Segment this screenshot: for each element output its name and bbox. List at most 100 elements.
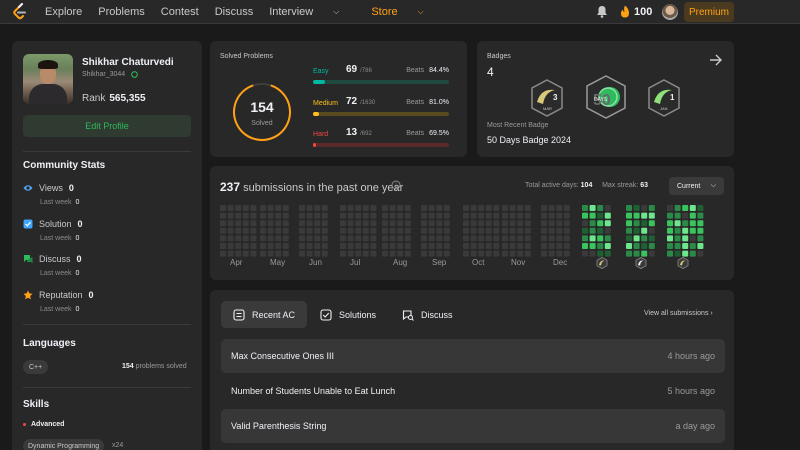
heatmap-cell[interactable]	[235, 227, 242, 234]
heatmap-cell[interactable]	[556, 243, 563, 249]
heatmap-cell[interactable]	[541, 227, 547, 234]
heatmap-cell[interactable]	[299, 250, 305, 257]
heatmap-cell[interactable]	[548, 220, 555, 227]
heatmap-cell[interactable]	[582, 227, 588, 234]
heatmap-cell[interactable]	[493, 227, 500, 234]
heatmap-cell[interactable]	[556, 227, 563, 234]
nav-explore[interactable]: Explore	[45, 6, 83, 18]
heatmap-cell[interactable]	[314, 227, 321, 234]
info-icon[interactable]	[391, 180, 401, 190]
heatmap-cell[interactable]	[517, 220, 524, 227]
heatmap-cell[interactable]	[589, 205, 596, 211]
heatmap-cell[interactable]	[220, 227, 226, 234]
heatmap-cell[interactable]	[227, 205, 234, 211]
heatmap-cell[interactable]	[250, 220, 257, 227]
heatmap-cell[interactable]	[282, 205, 289, 211]
heatmap-cell[interactable]	[604, 235, 611, 242]
heatmap-cell[interactable]	[493, 212, 500, 219]
heatmap-cell[interactable]	[682, 227, 689, 234]
heatmap-cell[interactable]	[485, 243, 492, 249]
heatmap-cell[interactable]	[682, 220, 689, 227]
heatmap-cell[interactable]	[436, 250, 443, 257]
heatmap-cell[interactable]	[485, 227, 492, 234]
heatmap-cell[interactable]	[478, 212, 485, 219]
heatmap-cell[interactable]	[517, 205, 524, 211]
heatmap-cell[interactable]	[582, 235, 588, 242]
heatmap-cell[interactable]	[626, 227, 632, 234]
heatmap-cell[interactable]	[362, 243, 369, 249]
heatmap-cell[interactable]	[626, 205, 632, 211]
heatmap-cell[interactable]	[242, 227, 249, 234]
heatmap-cell[interactable]	[382, 227, 388, 234]
heatmap-cell[interactable]	[582, 250, 588, 257]
heatmap-cell[interactable]	[682, 212, 689, 219]
heatmap-cell[interactable]	[524, 227, 531, 234]
heatmap-cell[interactable]	[299, 227, 305, 234]
heatmap-cell[interactable]	[548, 212, 555, 219]
tab-recent-ac[interactable]: Recent AC	[221, 301, 308, 328]
nav-store[interactable]: Store ⌵	[371, 6, 439, 18]
heatmap-cell[interactable]	[633, 243, 640, 249]
heatmap-cell[interactable]	[260, 243, 266, 249]
heatmap-cell[interactable]	[227, 235, 234, 242]
heatmap-cell[interactable]	[509, 243, 516, 249]
heatmap-cell[interactable]	[502, 227, 508, 234]
heatmap-cell[interactable]	[382, 212, 388, 219]
heatmap-cell[interactable]	[306, 220, 313, 227]
heatmap-cell[interactable]	[633, 227, 640, 234]
heatmap-cell[interactable]	[633, 235, 640, 242]
heatmap-cell[interactable]	[493, 205, 500, 211]
heatmap-cell[interactable]	[370, 243, 377, 249]
heatmap-cell[interactable]	[389, 250, 396, 257]
jan-badge-icon[interactable]: 1 JAN	[646, 78, 682, 118]
heatmap-cell[interactable]	[524, 235, 531, 242]
heatmap-cell[interactable]	[697, 250, 704, 257]
heatmap-cell[interactable]	[362, 250, 369, 257]
heatmap-cell[interactable]	[667, 220, 673, 227]
heatmap-cell[interactable]	[682, 243, 689, 249]
heatmap-cell[interactable]	[428, 243, 435, 249]
heatmap-cell[interactable]	[697, 235, 704, 242]
heatmap-cell[interactable]	[589, 227, 596, 234]
heatmap-cell[interactable]	[299, 212, 305, 219]
heatmap-cell[interactable]	[485, 220, 492, 227]
heatmap-cell[interactable]	[667, 205, 673, 211]
language-chip[interactable]: C++	[23, 360, 49, 374]
leetcode-logo-icon[interactable]	[12, 3, 28, 21]
heatmap-cell[interactable]	[597, 250, 604, 257]
heatmap-cell[interactable]	[667, 227, 673, 234]
heatmap-cell[interactable]	[220, 220, 226, 227]
heatmap-cell[interactable]	[563, 212, 570, 219]
calendar-year-select[interactable]: Current ⌵	[669, 177, 724, 195]
heatmap-cell[interactable]	[674, 227, 681, 234]
heatmap-cell[interactable]	[589, 235, 596, 242]
heatmap-cell[interactable]	[541, 205, 547, 211]
tab-discuss[interactable]: Discuss	[390, 301, 465, 328]
heatmap-cell[interactable]	[428, 227, 435, 234]
heatmap-cell[interactable]	[267, 205, 274, 211]
heatmap-cell[interactable]	[355, 227, 362, 234]
heatmap-cell[interactable]	[633, 212, 640, 219]
heatmap-cell[interactable]	[633, 250, 640, 257]
heatmap-cell[interactable]	[463, 243, 469, 249]
heatmap-cell[interactable]	[362, 212, 369, 219]
heatmap-cell[interactable]	[404, 250, 411, 257]
heatmap-cell[interactable]	[697, 227, 704, 234]
heatmap-cell[interactable]	[509, 220, 516, 227]
heatmap-cell[interactable]	[517, 212, 524, 219]
heatmap-cell[interactable]	[463, 220, 469, 227]
heatmap-cell[interactable]	[235, 250, 242, 257]
heatmap-cell[interactable]	[340, 220, 346, 227]
heatmap-cell[interactable]	[370, 227, 377, 234]
heatmap-cell[interactable]	[443, 227, 450, 234]
heatmap-cell[interactable]	[347, 227, 354, 234]
heatmap-cell[interactable]	[242, 212, 249, 219]
mini-badge-icon[interactable]	[596, 257, 608, 269]
tab-solutions[interactable]: Solutions	[308, 301, 388, 328]
heatmap-cell[interactable]	[548, 250, 555, 257]
heatmap-cell[interactable]	[443, 212, 450, 219]
heatmap-cell[interactable]	[697, 220, 704, 227]
heatmap-cell[interactable]	[674, 205, 681, 211]
heatmap-cell[interactable]	[674, 220, 681, 227]
heatmap-cell[interactable]	[604, 205, 611, 211]
